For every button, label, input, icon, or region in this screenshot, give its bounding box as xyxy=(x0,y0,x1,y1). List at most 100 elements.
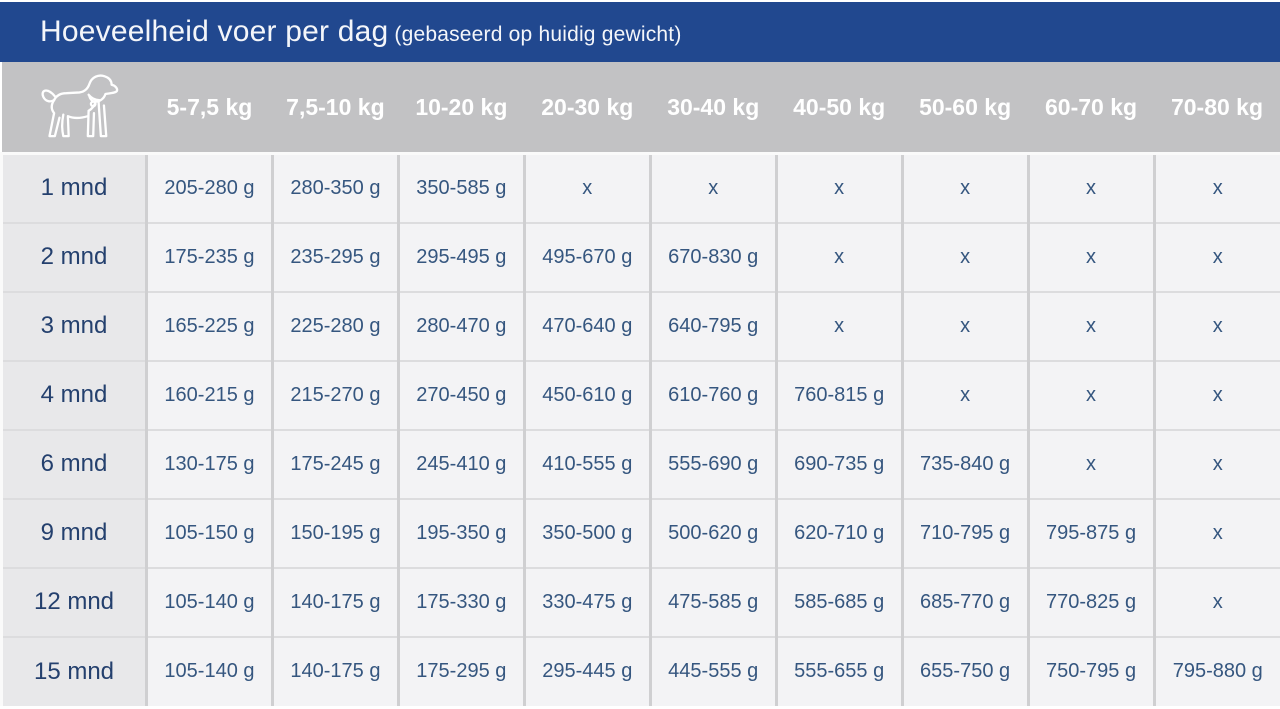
amount-cell: 235-295 g xyxy=(272,223,398,292)
amount-cell: x xyxy=(1154,568,1280,637)
amount-cell: 735-840 g xyxy=(902,430,1028,499)
amount-cell: 160-215 g xyxy=(147,361,273,430)
amount-cell: x xyxy=(776,223,902,292)
amount-cell: 445-555 g xyxy=(650,637,776,706)
column-header: 40-50 kg xyxy=(776,62,902,154)
row-label: 12 mnd xyxy=(2,568,147,637)
amount-cell: x xyxy=(650,154,776,223)
column-header: 30-40 kg xyxy=(650,62,776,154)
row-label: 9 mnd xyxy=(2,499,147,568)
amount-cell: 410-555 g xyxy=(524,430,650,499)
amount-cell: 610-760 g xyxy=(650,361,776,430)
amount-cell: 175-295 g xyxy=(398,637,524,706)
column-header: 10-20 kg xyxy=(398,62,524,154)
amount-cell: 215-270 g xyxy=(272,361,398,430)
row-label: 15 mnd xyxy=(2,637,147,706)
amount-cell: x xyxy=(902,292,1028,361)
amount-cell: 750-795 g xyxy=(1028,637,1154,706)
row-label: 3 mnd xyxy=(2,292,147,361)
amount-cell: 130-175 g xyxy=(147,430,273,499)
amount-cell: 350-500 g xyxy=(524,499,650,568)
amount-cell: x xyxy=(776,154,902,223)
amount-cell: 105-150 g xyxy=(147,499,273,568)
amount-cell: 295-495 g xyxy=(398,223,524,292)
amount-cell: 245-410 g xyxy=(398,430,524,499)
amount-cell: x xyxy=(902,361,1028,430)
amount-cell: x xyxy=(1028,430,1154,499)
amount-cell: 670-830 g xyxy=(650,223,776,292)
amount-cell: x xyxy=(524,154,650,223)
amount-cell: 225-280 g xyxy=(272,292,398,361)
amount-cell: 330-475 g xyxy=(524,568,650,637)
amount-cell: 175-330 g xyxy=(398,568,524,637)
row-label: 1 mnd xyxy=(2,154,147,223)
amount-cell: 450-610 g xyxy=(524,361,650,430)
amount-cell: 555-655 g xyxy=(776,637,902,706)
row-label: 4 mnd xyxy=(2,361,147,430)
page-title-subtitle: (gebaseerd op huidig gewicht) xyxy=(394,23,681,46)
amount-cell: x xyxy=(1154,223,1280,292)
amount-cell: 710-795 g xyxy=(902,499,1028,568)
dog-icon xyxy=(38,70,130,144)
amount-cell: 655-750 g xyxy=(902,637,1028,706)
amount-cell: 690-735 g xyxy=(776,430,902,499)
amount-cell: 555-690 g xyxy=(650,430,776,499)
amount-cell: x xyxy=(1154,292,1280,361)
amount-cell: 140-175 g xyxy=(272,568,398,637)
amount-cell: x xyxy=(902,154,1028,223)
amount-cell: x xyxy=(1154,499,1280,568)
amount-cell: 105-140 g xyxy=(147,568,273,637)
amount-cell: 640-795 g xyxy=(650,292,776,361)
amount-cell: 685-770 g xyxy=(902,568,1028,637)
amount-cell: 175-235 g xyxy=(147,223,273,292)
column-header: 60-70 kg xyxy=(1028,62,1154,154)
page-title-main: Hoeveelheid voer per dag xyxy=(40,15,388,48)
amount-cell: 795-875 g xyxy=(1028,499,1154,568)
amount-cell: 760-815 g xyxy=(776,361,902,430)
amount-cell: x xyxy=(776,292,902,361)
amount-cell: 470-640 g xyxy=(524,292,650,361)
amount-cell: x xyxy=(1154,361,1280,430)
amount-cell: 475-585 g xyxy=(650,568,776,637)
amount-cell: 280-470 g xyxy=(398,292,524,361)
amount-cell: x xyxy=(1028,292,1154,361)
amount-cell: x xyxy=(902,223,1028,292)
amount-cell: 150-195 g xyxy=(272,499,398,568)
column-header: 20-30 kg xyxy=(524,62,650,154)
amount-cell: 350-585 g xyxy=(398,154,524,223)
amount-cell: 175-245 g xyxy=(272,430,398,499)
amount-cell: 495-670 g xyxy=(524,223,650,292)
amount-cell: 105-140 g xyxy=(147,637,273,706)
column-header: 7,5-10 kg xyxy=(272,62,398,154)
amount-cell: 195-350 g xyxy=(398,499,524,568)
column-header: 5-7,5 kg xyxy=(147,62,273,154)
amount-cell: 770-825 g xyxy=(1028,568,1154,637)
amount-cell: 295-445 g xyxy=(524,637,650,706)
column-header: 70-80 kg xyxy=(1154,62,1280,154)
amount-cell: 205-280 g xyxy=(147,154,273,223)
amount-cell: 165-225 g xyxy=(147,292,273,361)
amount-cell: x xyxy=(1154,430,1280,499)
amount-cell: 270-450 g xyxy=(398,361,524,430)
amount-cell: x xyxy=(1028,154,1154,223)
dog-icon-cell xyxy=(2,62,147,154)
amount-cell: x xyxy=(1028,223,1154,292)
amount-cell: 140-175 g xyxy=(272,637,398,706)
page-title: Hoeveelheid voer per dag (gebaseerd op hu… xyxy=(40,15,682,49)
row-label: 2 mnd xyxy=(2,223,147,292)
amount-cell: x xyxy=(1154,154,1280,223)
amount-cell: 620-710 g xyxy=(776,499,902,568)
column-header: 50-60 kg xyxy=(902,62,1028,154)
amount-cell: x xyxy=(1028,361,1154,430)
row-label: 6 mnd xyxy=(2,430,147,499)
amount-cell: 280-350 g xyxy=(272,154,398,223)
title-bar: Hoeveelheid voer per dag (gebaseerd op hu… xyxy=(0,2,1280,62)
